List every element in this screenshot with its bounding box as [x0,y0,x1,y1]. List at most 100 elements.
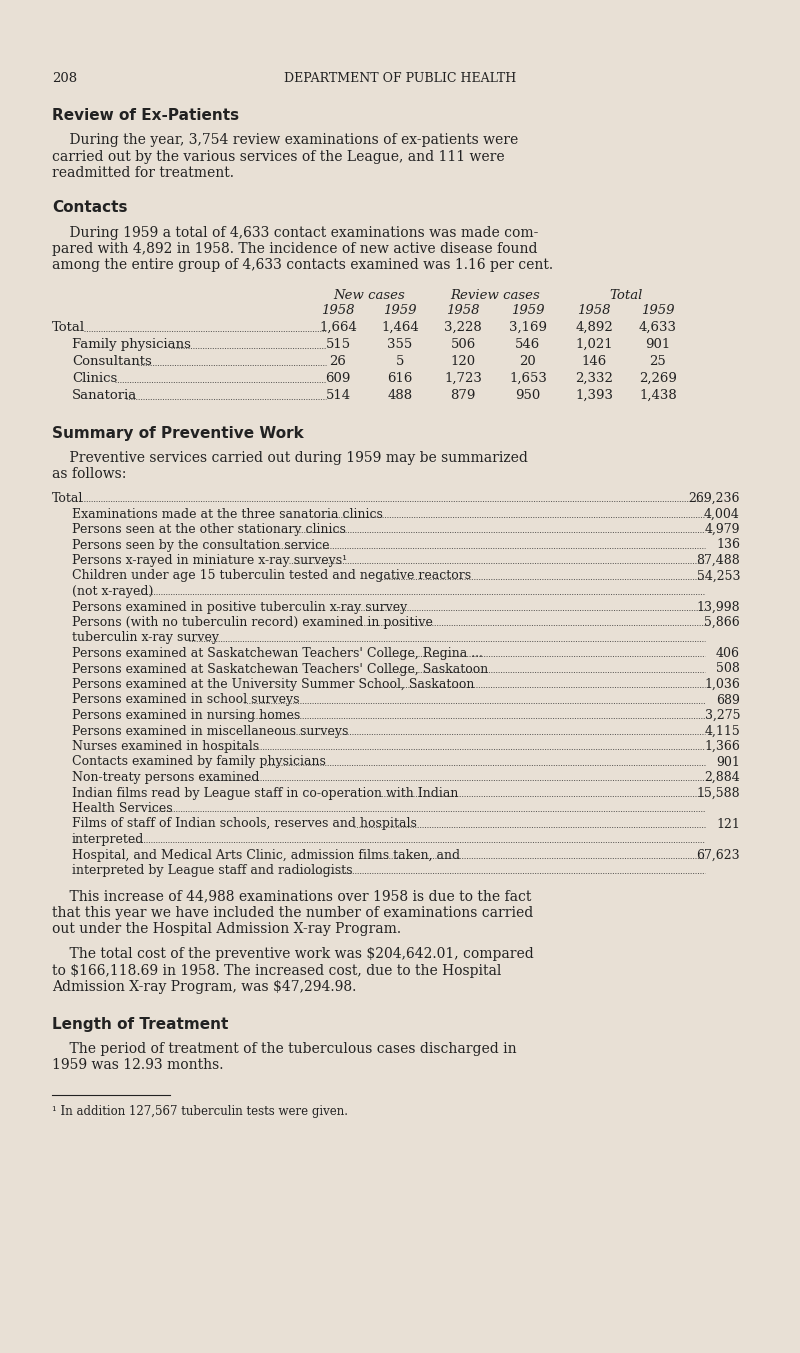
Text: Persons examined in positive tuberculin x-ray survey: Persons examined in positive tuberculin … [72,601,407,613]
Text: Total: Total [610,290,642,302]
Text: Persons examined in nursing homes: Persons examined in nursing homes [72,709,300,723]
Text: During the year, 3,754 review examinations of ex-patients were: During the year, 3,754 review examinatio… [52,133,518,147]
Text: Health Services: Health Services [72,802,173,815]
Text: 3,275: 3,275 [705,709,740,723]
Text: 4,004: 4,004 [704,507,740,521]
Text: 406: 406 [716,647,740,660]
Text: out under the Hospital Admission X-ray Program.: out under the Hospital Admission X-ray P… [52,923,401,936]
Text: 136: 136 [716,538,740,552]
Text: Persons examined in miscellaneous surveys: Persons examined in miscellaneous survey… [72,724,348,737]
Text: Summary of Preventive Work: Summary of Preventive Work [52,426,304,441]
Text: DEPARTMENT OF PUBLIC HEALTH: DEPARTMENT OF PUBLIC HEALTH [284,72,516,85]
Text: Admission X-ray Program, was $47,294.98.: Admission X-ray Program, was $47,294.98. [52,980,356,994]
Text: Persons x-rayed in miniature x-ray surveys¹: Persons x-rayed in miniature x-ray surve… [72,553,347,567]
Text: 1959: 1959 [511,304,545,317]
Text: Clinics: Clinics [72,372,118,386]
Text: 4,979: 4,979 [705,524,740,536]
Text: This increase of 44,988 examinations over 1958 is due to the fact: This increase of 44,988 examinations ove… [52,889,531,904]
Text: 1958: 1958 [578,304,610,317]
Text: 121: 121 [716,817,740,831]
Text: 4,115: 4,115 [704,724,740,737]
Text: 515: 515 [326,338,350,350]
Text: Films of staff of Indian schools, reserves and hospitals: Films of staff of Indian schools, reserv… [72,817,417,831]
Text: Consultants: Consultants [72,354,152,368]
Text: New cases: New cases [333,290,405,302]
Text: 508: 508 [716,663,740,675]
Text: Total: Total [52,492,83,505]
Text: interpreted by League staff and radiologists: interpreted by League staff and radiolog… [72,865,353,877]
Text: 1,393: 1,393 [575,390,613,402]
Text: 15,588: 15,588 [696,786,740,800]
Text: 506: 506 [450,338,476,350]
Text: Persons examined at Saskatchewan Teachers' College, Regina ...: Persons examined at Saskatchewan Teacher… [72,647,483,660]
Text: 67,623: 67,623 [696,848,740,862]
Text: Indian films read by League staff in co-operation with Indian: Indian films read by League staff in co-… [72,786,458,800]
Text: Persons examined at Saskatchewan Teachers' College, Saskatoon: Persons examined at Saskatchewan Teacher… [72,663,488,675]
Text: Persons seen at the other stationary clinics: Persons seen at the other stationary cli… [72,524,346,536]
Text: Review cases: Review cases [450,290,540,302]
Text: Hospital, and Medical Arts Clinic, admission films taken, and: Hospital, and Medical Arts Clinic, admis… [72,848,460,862]
Text: interpreted: interpreted [72,833,144,846]
Text: 146: 146 [582,354,606,368]
Text: 5,866: 5,866 [704,616,740,629]
Text: readmitted for treatment.: readmitted for treatment. [52,166,234,180]
Text: 1,653: 1,653 [509,372,547,386]
Text: 5: 5 [396,354,404,368]
Text: Nurses examined in hospitals: Nurses examined in hospitals [72,740,259,754]
Text: Examinations made at the three sanatoria clinics: Examinations made at the three sanatoria… [72,507,383,521]
Text: 1959 was 12.93 months.: 1959 was 12.93 months. [52,1058,223,1072]
Text: 1,723: 1,723 [444,372,482,386]
Text: Total: Total [52,321,85,334]
Text: 3,169: 3,169 [509,321,547,334]
Text: 54,253: 54,253 [697,570,740,583]
Text: pared with 4,892 in 1958. The incidence of new active disease found: pared with 4,892 in 1958. The incidence … [52,242,538,256]
Text: 87,488: 87,488 [696,553,740,567]
Text: carried out by the various services of the League, and 111 were: carried out by the various services of t… [52,149,505,164]
Text: 4,633: 4,633 [639,321,677,334]
Text: ¹ In addition 127,567 tuberculin tests were given.: ¹ In addition 127,567 tuberculin tests w… [52,1104,348,1118]
Text: 2,332: 2,332 [575,372,613,386]
Text: Family physicians: Family physicians [72,338,191,350]
Text: 2,269: 2,269 [639,372,677,386]
Text: 20: 20 [520,354,536,368]
Text: 514: 514 [326,390,350,402]
Text: Preventive services carried out during 1959 may be summarized: Preventive services carried out during 1… [52,451,528,465]
Text: 2,884: 2,884 [704,771,740,783]
Text: 1958: 1958 [322,304,354,317]
Text: Persons examined in school surveys: Persons examined in school surveys [72,694,299,706]
Text: 25: 25 [650,354,666,368]
Text: 689: 689 [716,694,740,706]
Text: 879: 879 [450,390,476,402]
Text: 26: 26 [330,354,346,368]
Text: 1959: 1959 [642,304,674,317]
Text: Persons (with no tuberculin record) examined in positive: Persons (with no tuberculin record) exam… [72,616,433,629]
Text: 208: 208 [52,72,77,85]
Text: 1958: 1958 [446,304,480,317]
Text: 269,236: 269,236 [689,492,740,505]
Text: 901: 901 [716,755,740,769]
Text: The period of treatment of the tuberculous cases discharged in: The period of treatment of the tuberculo… [52,1042,517,1055]
Text: that this year we have included the number of examinations carried: that this year we have included the numb… [52,907,534,920]
Text: 616: 616 [387,372,413,386]
Text: 4,892: 4,892 [575,321,613,334]
Text: Children under age 15 tuberculin tested and negative reactors: Children under age 15 tuberculin tested … [72,570,471,583]
Text: 355: 355 [387,338,413,350]
Text: Contacts examined by family physicians: Contacts examined by family physicians [72,755,326,769]
Text: 13,998: 13,998 [696,601,740,613]
Text: The total cost of the preventive work was $204,642.01, compared: The total cost of the preventive work wa… [52,947,534,961]
Text: (not x-rayed): (not x-rayed) [72,584,154,598]
Text: 901: 901 [646,338,670,350]
Text: 1,021: 1,021 [575,338,613,350]
Text: 546: 546 [515,338,541,350]
Text: 1,464: 1,464 [381,321,419,334]
Text: Persons seen by the consultation service: Persons seen by the consultation service [72,538,330,552]
Text: to $166,118.69 in 1958. The increased cost, due to the Hospital: to $166,118.69 in 1958. The increased co… [52,963,502,977]
Text: Length of Treatment: Length of Treatment [52,1016,228,1031]
Text: Review of Ex-Patients: Review of Ex-Patients [52,108,239,123]
Text: Sanatoria: Sanatoria [72,390,138,402]
Text: as follows:: as follows: [52,468,126,482]
Text: 1,366: 1,366 [704,740,740,754]
Text: 120: 120 [450,354,475,368]
Text: 1959: 1959 [383,304,417,317]
Text: 950: 950 [515,390,541,402]
